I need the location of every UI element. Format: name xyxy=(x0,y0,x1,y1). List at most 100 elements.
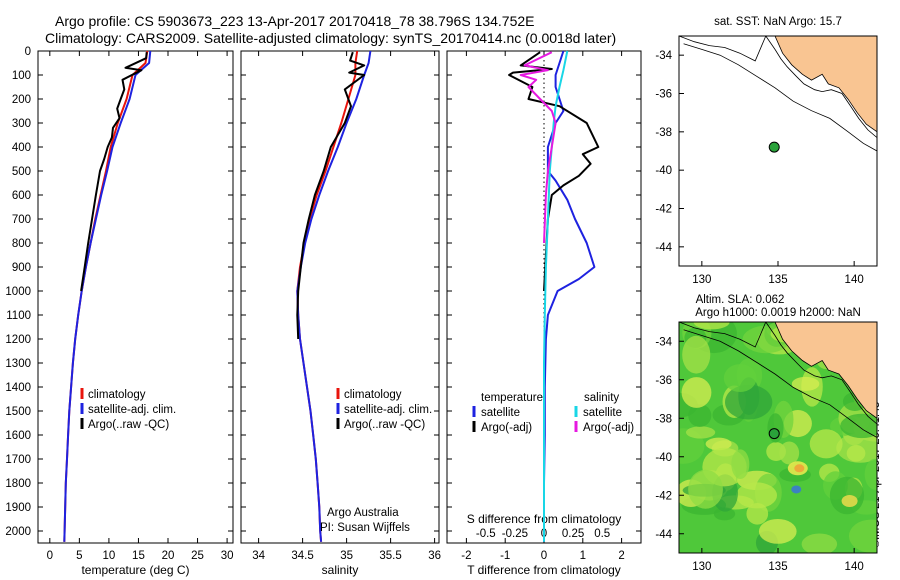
depth-tick-label: 1800 xyxy=(5,478,31,490)
salinity-xtick-label: 34 xyxy=(252,550,265,562)
depth-tick-label: 1700 xyxy=(5,454,31,466)
sst-map-xtick-label: 130 xyxy=(692,274,711,286)
depth-tick-label: 100 xyxy=(12,70,31,82)
sla-anomaly-blob xyxy=(758,518,797,544)
difference-xtick-label: -1 xyxy=(500,550,510,562)
salinity-diff-tick-label: -0.25 xyxy=(502,528,528,540)
diff-legend-label: Argo(-adj) xyxy=(583,422,634,434)
sla-anomaly-blob xyxy=(705,437,732,451)
sla-anomaly-blob xyxy=(681,377,712,408)
sst-map-land xyxy=(774,36,877,133)
sla-map-ytick-label: -40 xyxy=(655,452,672,464)
sst-map-group: 130 135 140 -34 -36 -38 -40 -42 -44 sat. SST: NaN… xyxy=(655,16,878,286)
sla-anomaly-blob xyxy=(688,404,712,427)
salinity-xtick-label: 34.5 xyxy=(291,550,313,562)
sla-anomaly-blob xyxy=(791,485,802,494)
depth-tick-label: 1600 xyxy=(5,430,31,442)
depth-tick-label: 700 xyxy=(12,214,31,226)
sla-anomaly-blob xyxy=(864,458,877,490)
sla-map-ytick-label: -42 xyxy=(655,490,672,502)
temperature-xtick-label: 0 xyxy=(47,550,53,562)
sla-map-plot-area xyxy=(679,322,877,553)
sst-map-title: sat. SST: NaN Argo: 15.7 xyxy=(714,16,842,28)
depth-tick-label: 1500 xyxy=(5,406,31,418)
depth-tick-label: 1300 xyxy=(5,358,31,370)
argo-australia-label: Argo Australia xyxy=(327,507,399,519)
figure-title-line2: Climatology: CARS2009. Satellite-adjuste… xyxy=(45,30,617,46)
temperature-legend-label: Argo(..raw -QC) xyxy=(88,419,169,431)
sla-map-ytick-label: -44 xyxy=(655,529,672,541)
depth-tick-label: 400 xyxy=(12,142,31,154)
diff-legend-label: satellite xyxy=(481,407,520,419)
difference-xtick-label: 2 xyxy=(618,550,624,562)
temperature-panel-frame xyxy=(37,50,234,544)
depth-tick-label: 600 xyxy=(12,190,31,202)
sla-anomaly-blob xyxy=(809,429,843,459)
salinity-diff-tick-label: 0.5 xyxy=(594,528,610,540)
salinity-series-argo-raw-qc- xyxy=(296,51,366,340)
sst-map-isobath xyxy=(683,43,877,152)
sla-anomaly-blob xyxy=(713,507,736,521)
sst-map-ytick-label: -38 xyxy=(655,127,672,139)
temperature-xtick-label: 30 xyxy=(221,550,234,562)
sla-anomaly-blob xyxy=(682,335,711,374)
sla-anomaly-blob xyxy=(723,364,757,393)
temperature-xtick-label: 15 xyxy=(132,550,145,562)
temperature-legend-label: satellite-adj. clim. xyxy=(88,404,176,416)
sla-map-title-line2: Argo h1000: 0.0019 h2000: NaN xyxy=(695,307,861,319)
sla-anomaly-blob xyxy=(688,469,723,509)
depth-tick-label: 2000 xyxy=(5,526,31,538)
sla-anomaly-blob xyxy=(693,322,730,330)
sst-map-ytick-label: -36 xyxy=(655,89,672,101)
sst-map-xtick-label: 135 xyxy=(768,274,787,286)
salinity-xtick-label: 35.5 xyxy=(379,550,401,562)
salinity-legend-label: satellite-adj. clim. xyxy=(344,404,432,416)
sst-map-coastline xyxy=(679,36,767,62)
difference-xtick-label: -2 xyxy=(461,550,471,562)
sla-anomaly-blob xyxy=(685,426,716,439)
salinity-diff-tick-label: 0.25 xyxy=(562,528,584,540)
sla-map-xtick-label: 130 xyxy=(692,561,711,573)
depth-tick-label: 1400 xyxy=(5,382,31,394)
sla-map-land xyxy=(774,322,877,419)
difference-series-salinity-satellite xyxy=(543,50,569,542)
temperature-xtick-label: 5 xyxy=(76,550,82,562)
sla-map-title-line1: Altim. SLA: 0.062 xyxy=(696,294,785,306)
salinity-legend-label: Argo(..raw -QC) xyxy=(344,419,425,431)
sst-map-ytick-label: -34 xyxy=(655,50,672,62)
pi-name-label: PI: Susan Wijffels xyxy=(320,522,410,534)
temperature-legend-label: climatology xyxy=(88,389,146,401)
depth-tick-label: 1200 xyxy=(5,334,31,346)
temperature-xtick-label: 20 xyxy=(162,550,175,562)
sla-map-ytick-label: -34 xyxy=(655,336,672,348)
depth-tick-label: 0 xyxy=(25,46,31,58)
depth-tick-label: 1900 xyxy=(5,502,31,514)
sst-map-xtick-label: 140 xyxy=(845,274,864,286)
difference-series-temperature-argo-adj- xyxy=(508,51,600,292)
sst-map-plot-area xyxy=(679,36,877,153)
sla-anomaly-blob xyxy=(779,441,800,465)
temperature-xtick-label: 10 xyxy=(103,550,116,562)
salinity-xlabel: salinity xyxy=(322,563,359,577)
diff-legend-label: satellite xyxy=(583,407,622,419)
sst-map-coastline xyxy=(765,36,877,138)
sla-map-group: 130 135 140 -34 -36 -38 -40 -42 -44 Altim. SLA: 0… xyxy=(655,294,878,573)
diff-legend-heading-temperature: temperature xyxy=(481,392,543,404)
depth-tick-label: 200 xyxy=(12,94,31,106)
depth-tick-label: 900 xyxy=(12,262,31,274)
sst-map-float-marker xyxy=(768,141,780,153)
sla-anomaly-blob xyxy=(846,445,866,462)
sla-anomaly-blob xyxy=(801,533,838,553)
sla-anomaly-blob xyxy=(725,384,773,420)
temperature-xlabel: temperature (deg C) xyxy=(81,563,189,577)
figure-title-line1: Argo profile: CS 5903673_223 13-Apr-2017… xyxy=(55,13,535,29)
sla-anomaly-blob xyxy=(848,519,877,553)
depth-tick-label: 300 xyxy=(12,118,31,130)
sla-anomaly-blob xyxy=(735,482,778,509)
sla-anomaly-blob xyxy=(794,464,805,473)
sla-map-ytick-label: -38 xyxy=(655,413,672,425)
sla-map-ytick-label: -36 xyxy=(655,375,672,387)
temperature-series-argo-raw-qc- xyxy=(80,52,148,292)
temperature-xtick-label: 25 xyxy=(191,550,204,562)
sst-map-ytick-label: -44 xyxy=(655,242,672,254)
